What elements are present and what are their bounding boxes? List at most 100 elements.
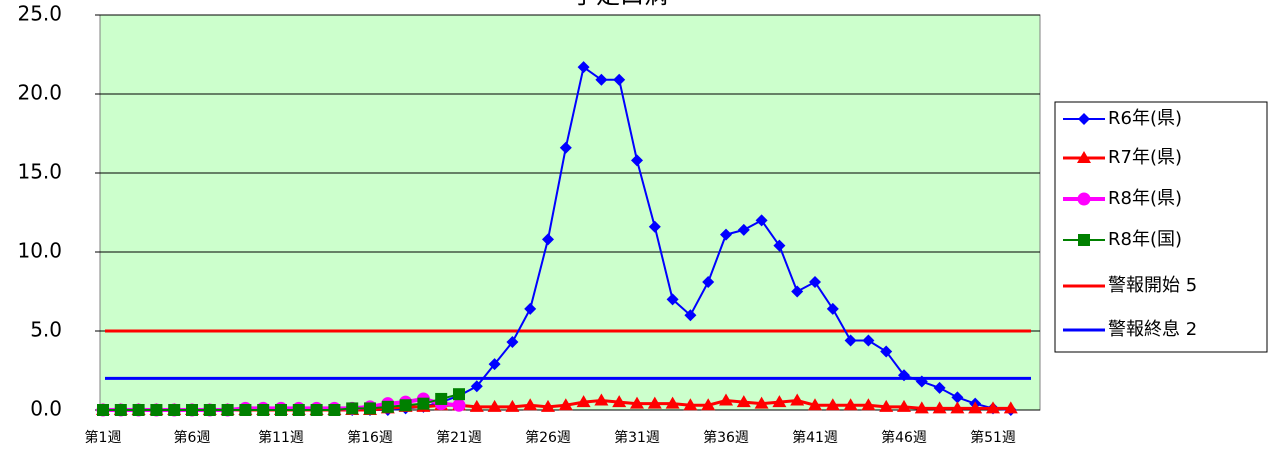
marker [559, 141, 572, 154]
marker [791, 285, 804, 298]
marker [239, 404, 252, 416]
marker [719, 393, 733, 406]
marker [558, 398, 573, 411]
x-tick-label: 第31週 [614, 429, 660, 446]
marker [612, 395, 627, 408]
marker [809, 276, 821, 289]
legend-label: R8年(県) [1108, 188, 1182, 209]
marker [310, 404, 323, 416]
marker [879, 399, 894, 412]
marker [435, 392, 448, 405]
marker [1078, 234, 1090, 246]
marker [186, 404, 198, 416]
legend-label: R7年(県) [1108, 147, 1182, 168]
marker [346, 402, 359, 415]
marker [506, 336, 519, 349]
marker [542, 233, 554, 246]
y-tick-label: 10.0 [17, 239, 62, 263]
marker [825, 398, 840, 411]
x-tick-label: 第21週 [436, 429, 482, 446]
marker [221, 404, 234, 416]
marker [399, 399, 412, 412]
marker [524, 302, 537, 315]
legend-label: R6年(県) [1108, 108, 1182, 129]
marker [576, 395, 591, 408]
legend-box [1054, 101, 1268, 353]
x-tick-label: 第26週 [525, 429, 571, 446]
legend-label: 警報終息 2 [1108, 319, 1197, 340]
marker [613, 73, 626, 86]
x-tick-label: 第16週 [347, 429, 393, 446]
marker [1077, 192, 1091, 206]
marker [720, 228, 732, 241]
marker [861, 398, 876, 411]
marker [701, 398, 716, 411]
marker [736, 395, 751, 408]
x-tick-label: 第46週 [881, 429, 927, 446]
y-tick-label: 15.0 [17, 160, 62, 184]
marker [968, 401, 983, 414]
x-tick-label: 第41週 [792, 429, 838, 446]
marker [381, 400, 394, 413]
marker [898, 369, 910, 382]
marker [648, 220, 661, 233]
marker [950, 401, 965, 414]
marker [880, 345, 893, 358]
marker [631, 154, 643, 167]
marker [488, 358, 501, 371]
marker [932, 401, 947, 414]
marker [986, 401, 1000, 414]
marker [132, 404, 145, 416]
y-tick-label: 25.0 [17, 2, 62, 26]
marker [772, 395, 787, 408]
marker [452, 398, 466, 412]
plot-area [99, 14, 1041, 411]
marker [843, 398, 858, 411]
marker [594, 393, 609, 406]
marker [114, 404, 127, 416]
marker [933, 381, 946, 394]
y-tick-label: 5.0 [30, 318, 62, 342]
marker [257, 404, 270, 416]
marker [914, 401, 929, 414]
marker [754, 396, 769, 409]
marker [826, 302, 839, 315]
x-tick-label: 第51週 [970, 429, 1016, 446]
marker [292, 404, 305, 416]
y-tick-label: 0.0 [30, 397, 62, 421]
marker [844, 334, 857, 347]
marker [666, 293, 679, 306]
marker [168, 404, 181, 416]
marker [647, 396, 662, 409]
marker [487, 399, 502, 412]
marker [505, 399, 520, 412]
marker [1077, 151, 1091, 163]
marker [702, 276, 715, 289]
marker [595, 73, 608, 86]
marker [417, 397, 430, 410]
marker [665, 396, 680, 409]
marker [684, 309, 697, 322]
marker [577, 61, 590, 74]
x-tick-label: 第1週 [85, 429, 122, 446]
chart-title: 手足口病 [572, 0, 668, 9]
legend-label: R8年(国) [1108, 229, 1182, 250]
marker [755, 214, 768, 227]
marker [773, 239, 786, 252]
y-tick-label: 20.0 [17, 81, 62, 105]
marker [523, 398, 538, 411]
marker [862, 334, 875, 347]
marker [683, 398, 698, 411]
marker [1003, 401, 1018, 414]
marker [150, 404, 163, 416]
marker [1078, 113, 1090, 125]
marker [630, 396, 644, 409]
x-tick-label: 第6週 [174, 429, 211, 446]
x-tick-label: 第36週 [703, 429, 749, 446]
legend-label: 警報開始 5 [1108, 275, 1197, 296]
marker [275, 404, 287, 416]
marker [453, 388, 465, 401]
marker [915, 375, 928, 388]
x-tick-label: 第11週 [258, 429, 304, 446]
